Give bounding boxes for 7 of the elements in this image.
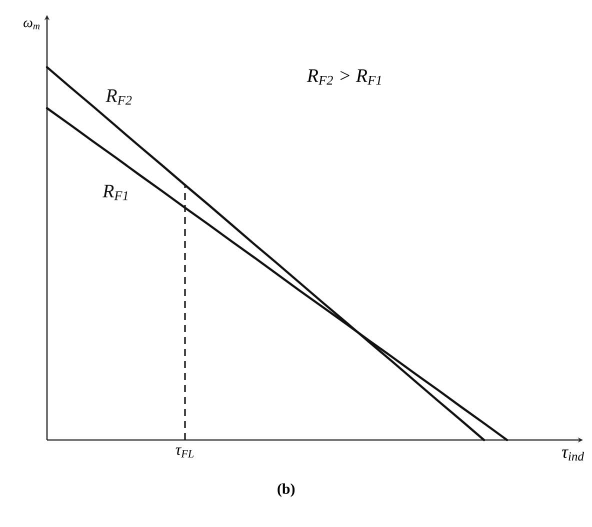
series-label: R$_{F2}$ bbox=[106, 89, 132, 105]
annotation: R$_{F2}$ > R$_{F1}$ bbox=[306, 69, 381, 85]
y-axis-title: ω$_{m}$ bbox=[24, 20, 40, 30]
text: (b) bbox=[278, 483, 295, 497]
series-label: R$_{F1}$ bbox=[102, 184, 128, 200]
x-axis-title: τ$_{ind}$ bbox=[562, 450, 584, 461]
text: τ$_{FL}$ bbox=[176, 448, 194, 458]
